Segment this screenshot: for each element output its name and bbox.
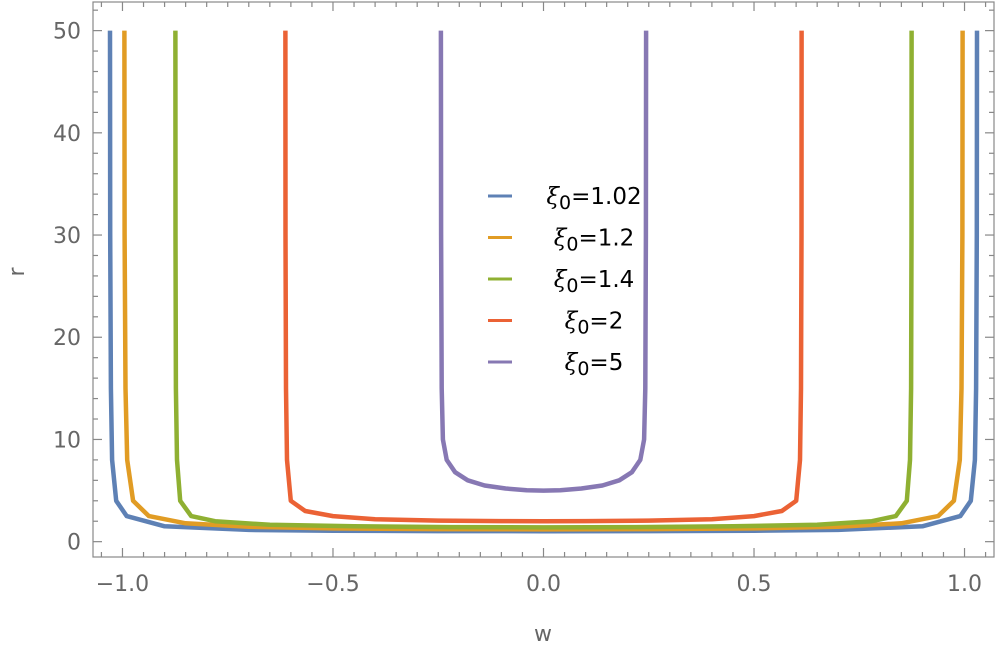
- series-line-3: [173, 30, 914, 530]
- legend-label: ξ0=2: [565, 309, 624, 339]
- x-tick-label: 0.5: [737, 572, 772, 597]
- series-line-1: [107, 30, 980, 534]
- y-tick-label: 40: [53, 122, 81, 147]
- x-tick-label: −1.0: [96, 572, 149, 597]
- x-tick-label: −0.5: [306, 572, 359, 597]
- y-tick-label: 10: [53, 428, 81, 453]
- y-axis-label: r: [5, 267, 30, 277]
- legend-label: ξ0=1.02: [546, 184, 641, 214]
- legend-label: ξ0=1.2: [554, 226, 635, 256]
- y-tick-label: 0: [67, 531, 81, 556]
- x-tick-label: 1.0: [947, 572, 982, 597]
- legend-entry: ξ0=1.2: [488, 226, 634, 256]
- legend-label: ξ0=1.4: [554, 267, 635, 297]
- tick-labels: −1.0 −0.5 0.0 0.5 1.0 0 10 20 30 40 50: [53, 20, 982, 597]
- legend-entry: ξ0=5: [488, 350, 623, 380]
- plot-frame: [92, 1, 995, 558]
- y-tick-label: 30: [53, 224, 81, 249]
- series-line-2: [122, 30, 965, 532]
- y-tick-label: 20: [53, 326, 81, 351]
- y-tick-label: 50: [53, 20, 81, 45]
- legend-entry: ξ0=1.4: [488, 267, 634, 297]
- x-axis-label: w: [534, 622, 552, 647]
- series-line-5: [438, 30, 649, 493]
- legend-label: ξ0=5: [565, 350, 624, 380]
- axis-ticks: [93, 2, 994, 557]
- legend-entry: ξ0=1.02: [488, 184, 642, 214]
- series-line-4: [283, 30, 804, 524]
- legend: ξ0=1.02 ξ0=1.2 ξ0=1.4 ξ0=2 ξ0=5: [488, 184, 642, 380]
- x-tick-label: 0.0: [526, 572, 561, 597]
- series-layer: [107, 30, 980, 534]
- legend-entry: ξ0=2: [488, 309, 623, 339]
